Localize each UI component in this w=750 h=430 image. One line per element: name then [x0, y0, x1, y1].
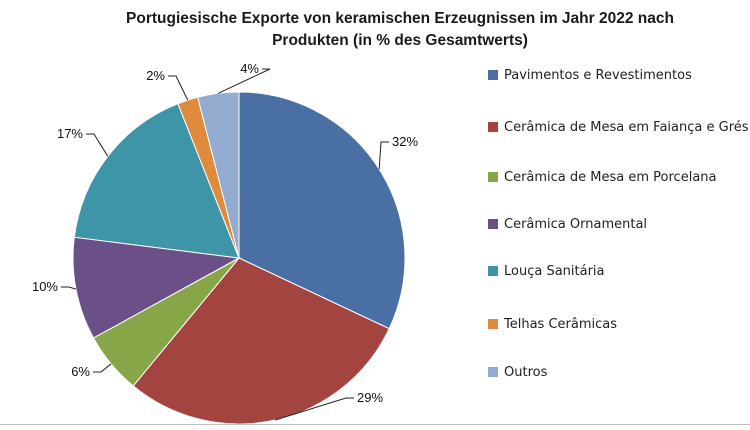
bottom-divider [0, 424, 750, 425]
pie-slice-4 [72, 236, 241, 339]
chart-title-line-1: Portugiesische Exporte von keramischen E… [126, 10, 674, 27]
leader-line-2 [275, 397, 354, 421]
legend-item-4: Cerâmica Ornamental [488, 215, 750, 234]
pie-slices [72, 91, 406, 425]
legend-label: Cerâmica de Mesa em Faiança e Grés [504, 120, 749, 135]
legend-swatch [488, 219, 498, 229]
legend-item-7: Outros [488, 363, 750, 382]
leader-line-5 [86, 133, 109, 157]
data-label-1: 32% [392, 134, 418, 149]
legend-label: Cerâmica de Mesa em Porcelana [504, 170, 717, 185]
legend-swatch [488, 266, 498, 276]
data-label-2: 29% [357, 390, 383, 405]
data-label-7: 4% [240, 61, 259, 76]
legend-label: Outros [504, 365, 548, 380]
data-label-4: 10% [32, 279, 58, 294]
legend-swatch [488, 122, 498, 132]
pie-data-labels: 32% 29% 6% 10% 17% 2% 4% [32, 61, 418, 405]
pie-slice-5 [73, 103, 240, 259]
chart-title-line-2: Produkten (in % des Gesamtwerts) [272, 32, 528, 49]
legend-item-3: Cerâmica de Mesa em Porcelana [488, 168, 750, 187]
data-label-6: 2% [146, 68, 165, 83]
leader-line-3 [93, 363, 112, 373]
leader-line-4 [61, 286, 77, 290]
legend-item-1: Pavimentos e Revestimentos [488, 66, 750, 85]
legend-item-5: Louça Sanitária [488, 262, 750, 281]
legend-swatch [488, 172, 498, 182]
pie-leader-lines [61, 68, 389, 421]
legend-label: Pavimentos e Revestimentos [504, 68, 692, 83]
data-label-5: 17% [57, 126, 83, 141]
leader-line-7 [217, 68, 271, 94]
legend-item-6: Telhas Cerâmicas [488, 315, 750, 334]
legend-label: Cerâmica Ornamental [504, 217, 648, 232]
leader-line-1 [378, 141, 389, 170]
legend-label: Telhas Cerâmicas [504, 317, 618, 332]
legend-swatch [488, 70, 498, 80]
leader-line-6 [168, 75, 189, 101]
legend-swatch [488, 319, 498, 329]
pie-slice-7 [197, 91, 240, 259]
legend-label: Louça Sanitária [504, 264, 605, 279]
legend-item-2: Cerâmica de Mesa em Faiança e Grés [488, 118, 750, 137]
chart-title: Portugiesische Exporte von keramischen E… [40, 8, 750, 52]
data-label-3: 6% [71, 364, 90, 379]
legend-swatch [488, 367, 498, 377]
